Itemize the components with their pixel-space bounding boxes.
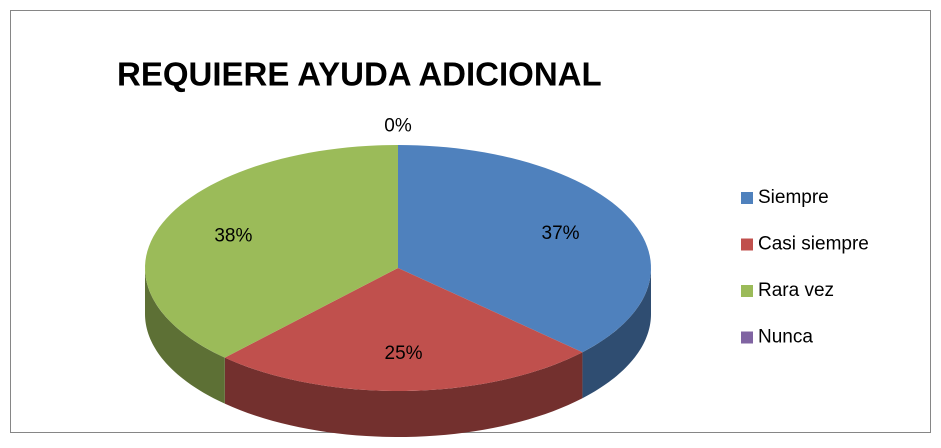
data-label: 37% (542, 223, 580, 244)
legend-label: Nunca (758, 327, 813, 348)
legend-swatch (741, 238, 753, 251)
data-label: 38% (214, 225, 252, 246)
data-label: 0% (384, 116, 412, 137)
legend-swatch (741, 331, 753, 344)
legend-swatch (741, 192, 753, 204)
legend-label: Siempre (758, 187, 829, 208)
slice (224, 268, 583, 391)
data-label: 25% (385, 343, 423, 364)
slice-side (224, 352, 583, 437)
slice (398, 145, 651, 353)
legend-label: Rara vez (758, 280, 834, 301)
chart-title: REQUIERE AYUDA ADICIONAL (117, 56, 602, 93)
slice (145, 145, 398, 358)
slice-side (145, 268, 225, 404)
legend-label: Casi siempre (758, 234, 869, 255)
slice-side (582, 268, 651, 399)
legend-swatch (741, 285, 753, 297)
